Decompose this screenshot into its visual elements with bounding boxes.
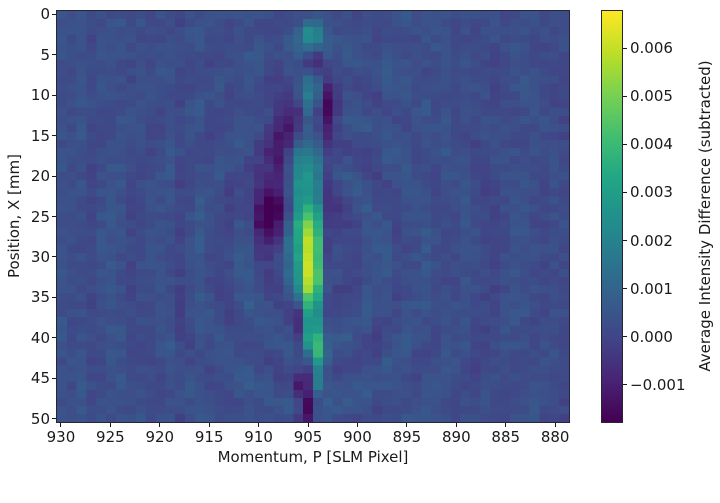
colorbar-gradient-canvas [602,11,622,422]
x-tick [406,423,408,427]
y-tick [52,256,56,258]
colorbar-tick [623,47,627,49]
x-tick-label: 920 [145,428,175,446]
x-tick-label: 880 [540,428,570,446]
colorbar-tick [623,191,627,193]
y-tick-label: 15 [30,126,50,145]
colorbar-tick [623,95,627,97]
y-tick [52,216,56,217]
colorbar-tick-label: −0.001 [630,375,686,394]
colorbar-tick-label: 0.003 [630,183,673,202]
colorbar-tick-label: 0.006 [630,39,673,58]
x-tick-label: 890 [441,428,471,446]
y-tick-label: 10 [30,86,50,105]
x-tick [554,423,556,427]
y-tick [52,135,56,137]
y-tick-label: 0 [40,5,50,24]
x-tick [159,423,161,427]
y-tick-label: 50 [30,409,50,428]
y-tick-label: 20 [30,167,50,185]
x-axis-label: Momentum, P [SLM Pixel] [217,448,409,466]
y-tick [52,175,56,177]
y-tick [52,377,56,379]
y-tick-label: 30 [30,247,50,266]
colorbar-tick [623,384,627,386]
x-tick [60,423,62,427]
y-tick-label: 40 [30,328,50,347]
y-tick [52,296,56,298]
x-tick [356,423,358,427]
colorbar-tick-label: 0.005 [630,87,673,106]
colorbar-tick [623,288,627,290]
heatmap-canvas [57,11,569,422]
colorbar-tick-label: 0.004 [630,135,673,154]
y-tick-label: 5 [40,45,50,64]
x-tick-label: 885 [491,428,521,446]
x-tick [109,423,111,427]
x-tick [208,423,210,427]
x-tick [307,423,309,427]
x-tick-label: 925 [96,428,125,446]
y-tick [52,13,56,15]
colorbar-tick-label: 0.002 [630,231,673,250]
x-tick [505,423,507,427]
x-tick-label: 915 [194,428,224,446]
colorbar-tick [623,143,627,145]
y-tick [52,54,56,56]
colorbar-tick [623,240,627,241]
y-tick-label: 35 [30,288,50,307]
colorbar-tick-label: 0.001 [630,279,673,298]
y-tick-label: 25 [30,207,50,226]
y-tick-label: 45 [30,369,50,388]
y-tick [52,337,56,339]
y-tick [52,94,56,96]
x-tick-label: 900 [343,428,372,446]
x-tick-label: 930 [46,428,76,446]
colorbar-tick [623,336,627,338]
x-tick-label: 910 [244,428,273,446]
heatmap-plot-area [56,10,570,423]
x-tick [258,423,260,427]
x-tick-label: 895 [392,428,422,446]
colorbar-tick-label: 0.000 [630,327,673,346]
x-tick [455,423,457,427]
colorbar [601,10,623,423]
y-axis-label: Position, X [mm] [5,154,23,278]
x-tick-label: 905 [293,428,323,446]
colorbar-label: Average Intensity Difference (subtracted… [696,60,714,372]
y-tick [52,418,56,420]
